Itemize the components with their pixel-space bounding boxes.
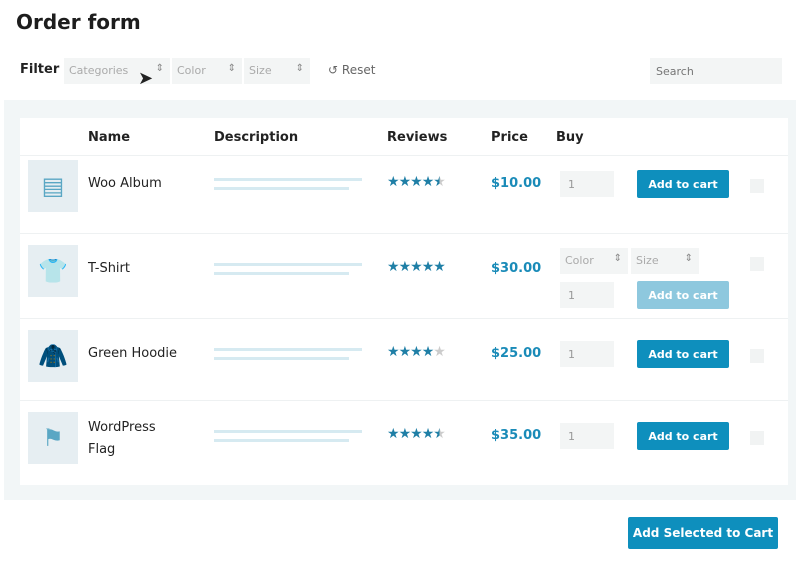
star-icon: ★ (410, 344, 423, 360)
album-icon: ▤ (28, 160, 78, 212)
price: $35.00 (491, 428, 542, 443)
price: $10.00 (491, 176, 542, 191)
reset-label: Reset (341, 63, 376, 77)
reset-button[interactable]: ↺ Reset (328, 63, 375, 77)
rating-stars: ★★★★★ (387, 259, 446, 275)
search-input[interactable] (650, 58, 782, 84)
star-icon: ★ (387, 174, 400, 190)
star-icon: ★ (433, 259, 446, 275)
color-select[interactable]: Color ⇕ (172, 58, 242, 84)
updown-icon: ⇕ (155, 63, 164, 74)
product-name[interactable]: Woo Album (88, 176, 162, 191)
size-value: Size (249, 64, 272, 77)
select-checkbox[interactable] (750, 349, 764, 363)
size-value: Size (636, 254, 659, 267)
variation-size-select[interactable]: Size ⇕ (631, 248, 699, 274)
product-name[interactable]: T-Shirt (88, 261, 130, 276)
name-line: WordPress (88, 420, 156, 435)
add-to-cart-button[interactable]: Add to cart (637, 340, 729, 368)
price: $30.00 (491, 261, 542, 276)
quantity-input[interactable] (560, 341, 614, 367)
categories-select[interactable]: Categories ⇕ (64, 58, 170, 84)
quantity-input[interactable] (560, 423, 614, 449)
divider (20, 155, 788, 156)
col-description: Description (214, 130, 299, 145)
star-icon: ★ (410, 174, 423, 190)
hoodie-icon: 🧥 (28, 330, 78, 382)
rating-stars: ★★★★★ (387, 174, 446, 190)
star-icon: ★ (398, 344, 412, 360)
description-placeholder (214, 348, 362, 366)
product-name[interactable]: WordPress Flag (88, 417, 156, 461)
updown-icon: ⇕ (684, 253, 693, 264)
col-name: Name (88, 130, 131, 145)
star-icon: ★ (433, 344, 446, 360)
filter-label: Filter (20, 62, 60, 77)
add-selected-to-cart-button[interactable]: Add Selected to Cart (628, 517, 778, 549)
divider (20, 318, 788, 319)
rating-stars: ★★★★★ (387, 344, 446, 360)
variation-color-select[interactable]: Color ⇕ (560, 248, 628, 274)
color-value: Color (565, 254, 594, 267)
star-icon: ★ (387, 259, 400, 275)
star-icon: ★ (398, 174, 412, 190)
reset-icon: ↺ (328, 63, 339, 77)
quantity-input[interactable] (560, 171, 614, 197)
add-to-cart-button[interactable]: Add to cart (637, 170, 729, 198)
description-placeholder (214, 263, 362, 281)
col-reviews: Reviews (387, 130, 448, 145)
price: $25.00 (491, 346, 542, 361)
size-select[interactable]: Size ⇕ (244, 58, 310, 84)
star-icon: ★ (398, 426, 412, 442)
star-icon: ★ (387, 344, 400, 360)
col-price: Price (491, 130, 528, 145)
add-to-cart-button[interactable]: Add to cart (637, 422, 729, 450)
categories-value: Categories (69, 64, 129, 77)
color-value: Color (177, 64, 206, 77)
description-placeholder (214, 430, 362, 448)
page-title: Order form (16, 10, 141, 34)
star-icon: ★ (410, 426, 423, 442)
divider (20, 400, 788, 401)
star-icon: ★ (387, 426, 400, 442)
divider (20, 233, 788, 234)
star-icon: ★ (433, 426, 446, 442)
star-icon: ★ (398, 259, 412, 275)
star-icon: ★ (421, 426, 435, 442)
description-placeholder (214, 178, 362, 196)
select-checkbox[interactable] (750, 257, 764, 271)
add-to-cart-button[interactable]: Add to cart (637, 281, 729, 309)
star-icon: ★ (421, 174, 435, 190)
rating-stars: ★★★★★ (387, 426, 446, 442)
star-icon: ★ (421, 344, 435, 360)
updown-icon: ⇕ (295, 63, 304, 74)
flag-icon: ⚑ (28, 412, 78, 464)
name-line: Flag (88, 442, 116, 457)
cursor-icon: ➤ (138, 68, 154, 89)
select-checkbox[interactable] (750, 431, 764, 445)
col-buy: Buy (556, 130, 584, 145)
product-name[interactable]: Green Hoodie (88, 346, 178, 361)
star-icon: ★ (421, 259, 435, 275)
select-checkbox[interactable] (750, 179, 764, 193)
star-icon: ★ (433, 174, 446, 190)
quantity-input[interactable] (560, 282, 614, 308)
star-icon: ★ (410, 259, 423, 275)
updown-icon: ⇕ (613, 253, 622, 264)
updown-icon: ⇕ (227, 63, 236, 74)
tshirt-icon: 👕 (28, 245, 78, 297)
